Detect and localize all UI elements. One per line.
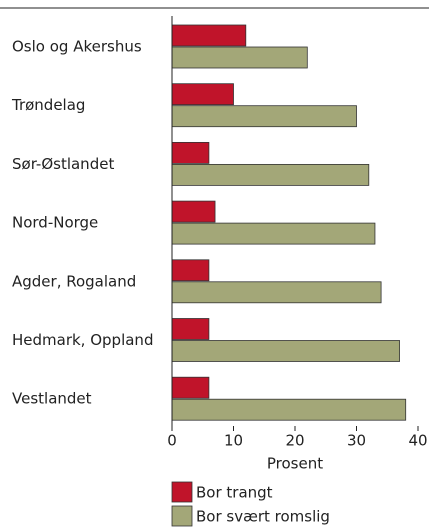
category-label: Oslo og Akershus bbox=[12, 38, 142, 56]
bar bbox=[171, 24, 247, 47]
legend-label: Bor svært romslig bbox=[196, 508, 330, 526]
bar bbox=[171, 398, 407, 421]
bar bbox=[171, 141, 210, 164]
category-label: Agder, Rogaland bbox=[12, 272, 136, 290]
bar bbox=[171, 281, 382, 304]
x-tick-label: 10 bbox=[224, 432, 243, 450]
category-label: Nord-Norge bbox=[12, 214, 98, 232]
bar bbox=[171, 340, 400, 362]
bar bbox=[171, 163, 370, 186]
category-label: Vestlandet bbox=[12, 390, 92, 408]
bar bbox=[171, 105, 357, 128]
x-tick-label: 30 bbox=[347, 432, 366, 450]
bar bbox=[171, 46, 308, 69]
bar bbox=[171, 318, 210, 340]
legend-swatch bbox=[171, 505, 193, 527]
bar bbox=[171, 376, 210, 399]
bar bbox=[171, 83, 234, 106]
x-tick-label: 0 bbox=[167, 432, 177, 450]
category-label: Trøndelag bbox=[11, 96, 85, 114]
x-axis-label: Prosent bbox=[267, 455, 323, 473]
category-label: Hedmark, Oppland bbox=[12, 331, 153, 349]
legend-swatch bbox=[171, 481, 193, 503]
bar bbox=[171, 200, 216, 223]
x-tick-label: 40 bbox=[408, 432, 427, 450]
category-label: Sør-Østlandet bbox=[12, 155, 114, 173]
legend-label: Bor trangt bbox=[196, 484, 273, 502]
x-tick-label: 20 bbox=[285, 432, 304, 450]
bar bbox=[171, 222, 376, 245]
bar bbox=[171, 259, 210, 282]
